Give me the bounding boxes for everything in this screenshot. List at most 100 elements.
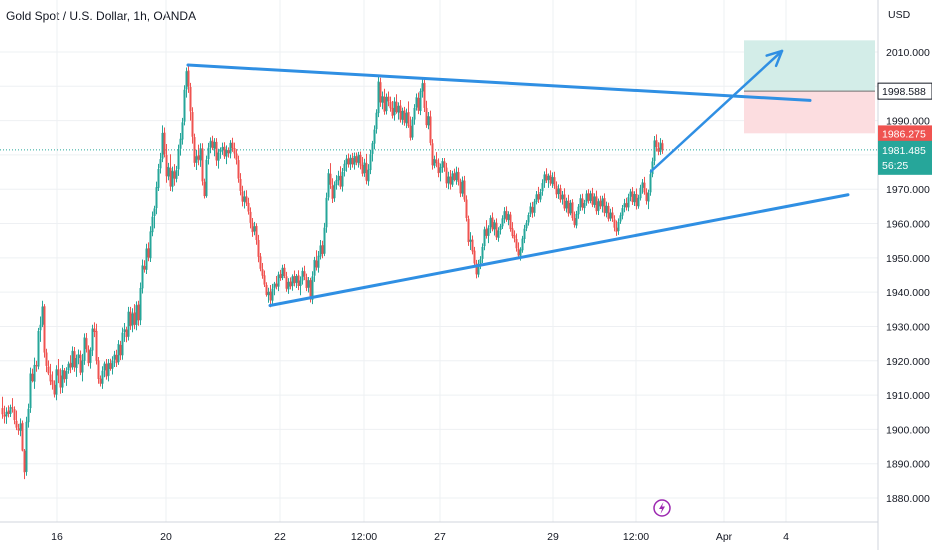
candle [367,164,370,186]
candle-body [283,267,286,277]
candle-body [347,158,350,165]
candle-body [47,366,50,374]
candle-body [469,239,472,242]
candle [177,144,180,176]
candle-body [229,142,232,154]
candle [565,197,568,213]
candle [125,326,128,343]
candle-body [375,112,378,130]
candle [5,407,8,424]
candle-body [15,420,18,428]
candle [135,301,138,331]
candle-body [361,164,364,174]
candle [461,176,464,197]
candle-body [595,196,598,212]
candle-body [207,147,210,160]
candle [189,82,192,121]
candle [499,223,502,235]
candle [521,235,524,253]
candle [39,316,42,342]
candle [435,152,438,168]
candle [487,225,490,244]
candle [65,367,68,386]
candle [617,218,620,235]
candle-body [123,329,126,332]
candle [53,380,56,398]
candle [399,100,402,123]
y-tick-label: 1880.000 [886,493,930,505]
candle [381,91,384,110]
candle-body [631,191,634,202]
candle [509,211,512,232]
candle [153,205,156,229]
y-tick-label: 1910.000 [886,390,930,402]
candle-body [491,217,494,230]
candle [229,140,232,159]
candle-body [149,231,152,259]
candle [9,404,12,418]
candle-body [329,173,332,185]
candle [307,277,310,293]
candle [129,306,132,330]
candle [159,152,162,174]
candle [73,347,76,372]
candle-body [163,132,166,155]
candle [409,116,412,141]
candle-body [291,276,294,286]
candle-body [497,230,500,238]
candle-body [99,378,102,384]
candle-body [533,201,536,213]
candle [613,215,616,232]
candle [661,139,664,154]
candle [419,88,422,116]
candle-body [635,194,638,207]
candle-body [463,180,466,200]
candle [267,287,270,303]
candle-body [597,201,600,211]
candle [453,168,456,182]
candle-body [433,159,436,166]
candle-body [7,410,10,414]
candle [577,203,580,219]
candle-body [521,238,524,251]
candle-body [637,197,640,207]
y-tick-label: 1930.000 [886,321,930,333]
candle [335,175,338,190]
candle [589,190,592,204]
candle [83,333,86,365]
candle [69,355,72,374]
candle [579,194,582,211]
candle-body [243,196,246,202]
candle [145,243,148,274]
candle-body [509,214,512,230]
candle-body [251,222,254,233]
candle [151,211,154,237]
candle [187,64,190,93]
candle-body [623,203,626,208]
candle-body [479,259,482,264]
candle [35,360,38,372]
candle [513,230,516,243]
candle-body [523,228,526,239]
candle [619,212,622,224]
y-tick-label: 1970.000 [886,184,930,196]
candle [483,226,486,251]
candle-body [457,172,460,183]
candle [349,154,352,171]
candle-body [279,273,282,279]
candle-body [503,211,506,219]
candle-body [443,161,446,168]
candle-body [357,154,360,164]
candle-body [185,71,188,90]
candle-body [513,235,516,239]
candle [627,193,630,212]
candle [505,206,508,222]
candle-body [41,306,44,325]
candle-body [359,154,362,166]
candle [511,222,514,239]
candle-body [75,358,78,368]
candle [205,155,208,198]
candle-body [495,222,498,238]
candle [121,327,124,360]
